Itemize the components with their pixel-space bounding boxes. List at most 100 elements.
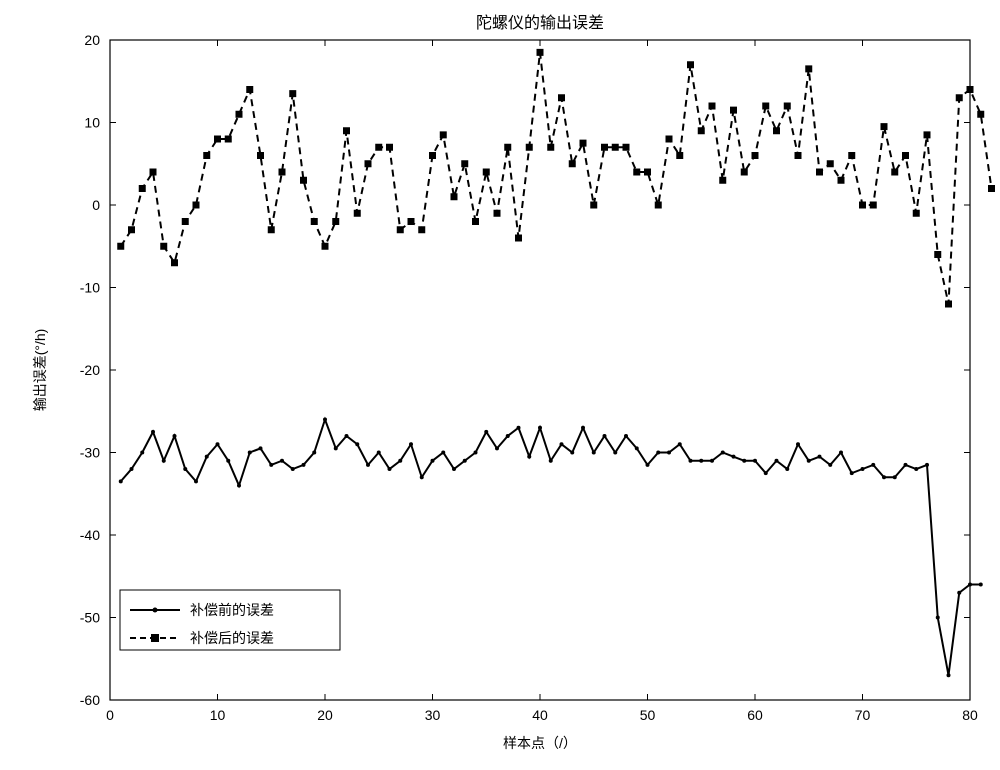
xtick-label: 10 <box>210 707 226 723</box>
marker-square <box>419 227 425 233</box>
marker-square <box>935 252 941 258</box>
marker-dot <box>667 451 671 455</box>
marker-square <box>225 136 231 142</box>
xtick-label: 80 <box>962 707 978 723</box>
marker-dot <box>495 446 499 450</box>
chart-container: 01020304050607080-60-50-40-30-20-1001020… <box>0 0 1000 770</box>
marker-dot <box>871 463 875 467</box>
chart-svg: 01020304050607080-60-50-40-30-20-1001020… <box>0 0 1000 770</box>
marker-dot <box>839 451 843 455</box>
marker-dot <box>248 451 252 455</box>
marker-dot <box>732 455 736 459</box>
marker-dot <box>420 475 424 479</box>
marker-square <box>387 144 393 150</box>
marker-dot <box>538 426 542 430</box>
marker-square <box>709 103 715 109</box>
marker-square <box>946 301 952 307</box>
marker-dot <box>119 479 123 483</box>
marker-dot <box>312 451 316 455</box>
marker-dot <box>646 463 650 467</box>
marker-square <box>537 49 543 55</box>
marker-dot <box>581 426 585 430</box>
legend-label: 补偿后的误差 <box>190 630 274 646</box>
marker-dot <box>570 451 574 455</box>
marker-square <box>193 202 199 208</box>
marker-dot <box>753 459 757 463</box>
marker-dot <box>807 459 811 463</box>
marker-dot <box>441 451 445 455</box>
marker-square <box>827 161 833 167</box>
marker-dot <box>785 467 789 471</box>
xtick-label: 40 <box>532 707 548 723</box>
marker-square <box>247 87 253 93</box>
marker-dot <box>624 434 628 438</box>
marker-dot <box>699 459 703 463</box>
marker-square <box>333 219 339 225</box>
marker-dot <box>957 591 961 595</box>
marker-square <box>881 124 887 130</box>
marker-dot <box>162 459 166 463</box>
marker-square <box>494 210 500 216</box>
ytick-label: -30 <box>80 445 100 461</box>
marker-dot <box>130 467 134 471</box>
marker-dot <box>269 463 273 467</box>
xtick-label: 70 <box>855 707 871 723</box>
marker-square <box>688 62 694 68</box>
marker-dot <box>818 455 822 459</box>
ytick-label: 10 <box>84 115 100 131</box>
xtick-label: 0 <box>106 707 114 723</box>
marker-dot <box>183 467 187 471</box>
marker-square <box>677 153 683 159</box>
marker-square <box>774 128 780 134</box>
y-axis-label: 输出误差(°/h) <box>32 329 48 412</box>
xtick-label: 20 <box>317 707 333 723</box>
marker-dot <box>603 434 607 438</box>
marker-dot <box>323 418 327 422</box>
marker-square <box>344 128 350 134</box>
marker-dot <box>355 442 359 446</box>
marker-square <box>795 153 801 159</box>
marker-square <box>698 128 704 134</box>
marker-square <box>645 169 651 175</box>
marker-dot <box>151 430 155 434</box>
marker-square <box>784 103 790 109</box>
marker-square <box>892 169 898 175</box>
marker-square <box>268 227 274 233</box>
marker-square <box>516 235 522 241</box>
marker-dot <box>463 459 467 463</box>
marker-square <box>129 227 135 233</box>
marker-square <box>591 202 597 208</box>
marker-dot <box>173 434 177 438</box>
marker-dot <box>291 467 295 471</box>
marker-square <box>817 169 823 175</box>
marker-square <box>204 153 210 159</box>
marker-square <box>258 153 264 159</box>
marker-square <box>870 202 876 208</box>
marker-square <box>473 219 479 225</box>
marker-dot <box>850 471 854 475</box>
marker-dot <box>216 442 220 446</box>
marker-square <box>161 243 167 249</box>
marker-dot <box>377 451 381 455</box>
legend-marker-dot <box>153 608 158 613</box>
marker-dot <box>506 434 510 438</box>
marker-square <box>849 153 855 159</box>
marker-square <box>752 153 758 159</box>
marker-dot <box>474 451 478 455</box>
marker-square <box>279 169 285 175</box>
marker-square <box>913 210 919 216</box>
chart-title: 陀螺仪的输出误差 <box>476 14 604 32</box>
marker-dot <box>431 459 435 463</box>
marker-square <box>150 169 156 175</box>
marker-dot <box>560 442 564 446</box>
marker-square <box>602 144 608 150</box>
marker-dot <box>925 463 929 467</box>
ytick-label: 0 <box>92 197 100 213</box>
marker-dot <box>366 463 370 467</box>
marker-square <box>526 144 532 150</box>
legend-label: 补偿前的误差 <box>190 602 274 618</box>
marker-square <box>666 136 672 142</box>
marker-dot <box>635 446 639 450</box>
marker-dot <box>968 583 972 587</box>
marker-dot <box>549 459 553 463</box>
